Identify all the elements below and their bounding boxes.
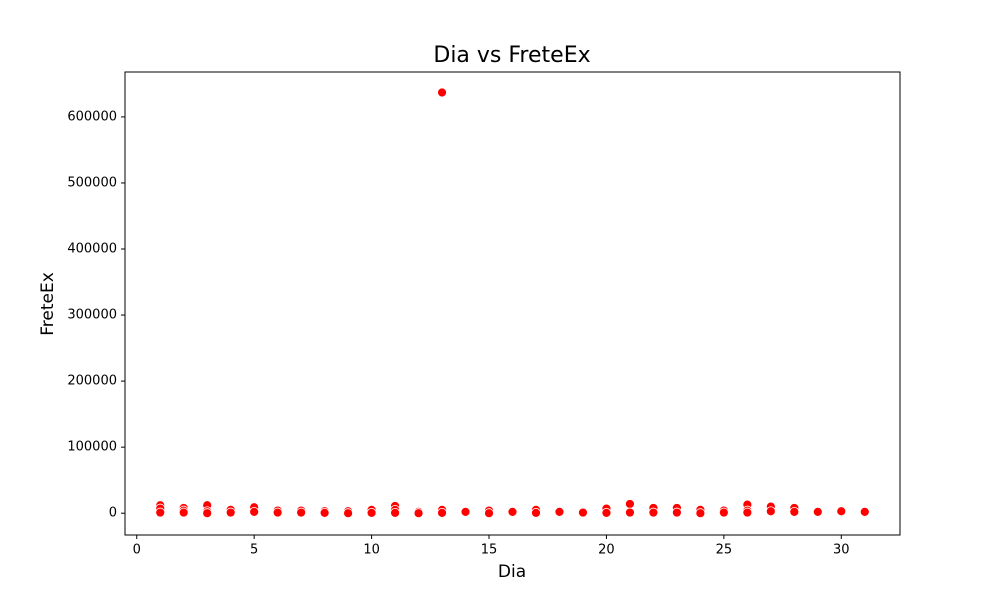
y-tick-label: 500000 bbox=[67, 175, 117, 190]
y-tick-label: 400000 bbox=[67, 242, 117, 257]
x-tick-label: 0 bbox=[133, 543, 141, 558]
point bbox=[343, 508, 354, 519]
point bbox=[366, 507, 377, 518]
point bbox=[765, 506, 776, 517]
x-tick-label: 25 bbox=[716, 543, 733, 558]
point bbox=[460, 506, 471, 517]
point bbox=[812, 506, 823, 517]
x-tick-label: 15 bbox=[481, 543, 498, 558]
y-axis-label: FreteEx bbox=[38, 272, 58, 336]
y-tick-label: 300000 bbox=[67, 308, 117, 323]
x-tick-label: 5 bbox=[250, 543, 258, 558]
point bbox=[437, 87, 447, 98]
chart-title: Dia vs FreteEx bbox=[433, 43, 590, 68]
x-tick-label: 30 bbox=[833, 543, 850, 558]
point bbox=[390, 507, 400, 518]
point bbox=[319, 507, 330, 518]
point bbox=[859, 506, 870, 517]
point bbox=[296, 507, 307, 518]
point bbox=[531, 507, 541, 518]
y-tick-label: 100000 bbox=[67, 440, 117, 455]
point bbox=[155, 507, 166, 518]
point bbox=[718, 507, 729, 518]
point bbox=[484, 508, 494, 519]
point bbox=[554, 506, 565, 517]
point bbox=[202, 508, 213, 519]
point bbox=[578, 507, 588, 518]
point bbox=[178, 507, 189, 518]
point bbox=[249, 506, 260, 517]
x-axis-label: Dia bbox=[498, 562, 526, 582]
y-tick-label: 600000 bbox=[67, 109, 117, 124]
point bbox=[625, 499, 635, 509]
point bbox=[413, 508, 424, 519]
point bbox=[507, 506, 518, 517]
point bbox=[648, 507, 659, 518]
x-tick-label: 10 bbox=[363, 543, 380, 558]
point bbox=[695, 508, 706, 519]
point bbox=[625, 507, 635, 518]
point bbox=[601, 507, 612, 518]
point bbox=[272, 507, 283, 518]
plot-frame bbox=[124, 71, 901, 536]
y-tick-label: 0 bbox=[109, 506, 117, 521]
point bbox=[742, 507, 753, 518]
point bbox=[836, 506, 847, 517]
point bbox=[671, 507, 682, 518]
x-tick-label: 20 bbox=[598, 543, 615, 558]
point bbox=[789, 506, 800, 517]
y-tick-label: 200000 bbox=[67, 374, 117, 389]
point bbox=[225, 507, 236, 518]
point bbox=[437, 507, 447, 518]
